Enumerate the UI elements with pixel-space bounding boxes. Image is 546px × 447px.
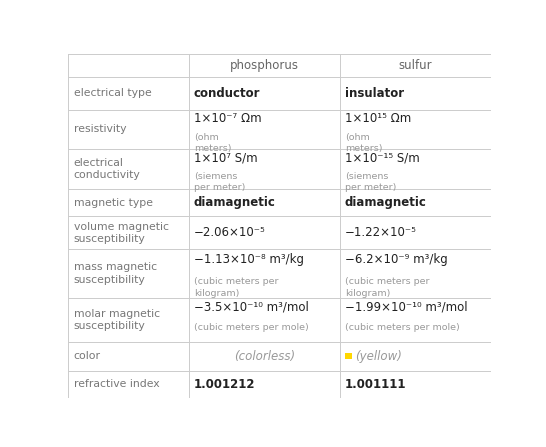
Text: 1×10¹⁵ Ωm: 1×10¹⁵ Ωm xyxy=(345,112,411,125)
Text: −6.2×10⁻⁹ m³/kg: −6.2×10⁻⁹ m³/kg xyxy=(345,253,448,266)
Text: −3.5×10⁻¹⁰ m³/mol: −3.5×10⁻¹⁰ m³/mol xyxy=(194,301,309,314)
Text: phosphorus: phosphorus xyxy=(230,59,299,72)
Text: color: color xyxy=(74,351,101,361)
Text: resistivity: resistivity xyxy=(74,124,126,135)
Text: −2.06×10⁻⁵: −2.06×10⁻⁵ xyxy=(194,226,266,239)
Text: 1.001111: 1.001111 xyxy=(345,378,406,391)
Text: (siemens
per meter): (siemens per meter) xyxy=(345,172,396,192)
Text: diamagnetic: diamagnetic xyxy=(345,196,427,209)
Text: mass magnetic
susceptibility: mass magnetic susceptibility xyxy=(74,262,157,285)
Text: (cubic meters per mole): (cubic meters per mole) xyxy=(194,323,308,333)
Text: insulator: insulator xyxy=(345,87,404,100)
Text: (cubic meters per
kilogram): (cubic meters per kilogram) xyxy=(194,278,278,298)
Text: 1.001212: 1.001212 xyxy=(194,378,256,391)
Text: volume magnetic
susceptibility: volume magnetic susceptibility xyxy=(74,222,169,244)
Text: −1.22×10⁻⁵: −1.22×10⁻⁵ xyxy=(345,226,417,239)
Text: (cubic meters per
kilogram): (cubic meters per kilogram) xyxy=(345,278,430,298)
Text: diamagnetic: diamagnetic xyxy=(194,196,276,209)
Text: (ohm
meters): (ohm meters) xyxy=(194,133,232,153)
Text: magnetic type: magnetic type xyxy=(74,198,153,207)
Text: 1×10⁻¹⁵ S/m: 1×10⁻¹⁵ S/m xyxy=(345,152,420,164)
FancyBboxPatch shape xyxy=(346,354,352,359)
Text: electrical
conductivity: electrical conductivity xyxy=(74,158,140,180)
Text: (ohm
meters): (ohm meters) xyxy=(345,133,383,153)
Text: electrical type: electrical type xyxy=(74,88,151,98)
Text: −1.99×10⁻¹⁰ m³/mol: −1.99×10⁻¹⁰ m³/mol xyxy=(345,301,467,314)
Text: molar magnetic
susceptibility: molar magnetic susceptibility xyxy=(74,308,160,331)
Text: −1.13×10⁻⁸ m³/kg: −1.13×10⁻⁸ m³/kg xyxy=(194,253,304,266)
Text: (yellow): (yellow) xyxy=(355,350,402,363)
Text: sulfur: sulfur xyxy=(399,59,432,72)
Text: (colorless): (colorless) xyxy=(234,350,295,363)
Text: 1×10⁷ S/m: 1×10⁷ S/m xyxy=(194,152,258,164)
Text: refractive index: refractive index xyxy=(74,379,159,389)
Text: (cubic meters per mole): (cubic meters per mole) xyxy=(345,323,460,333)
Text: (siemens
per meter): (siemens per meter) xyxy=(194,172,245,192)
Text: conductor: conductor xyxy=(194,87,260,100)
Text: 1×10⁻⁷ Ωm: 1×10⁻⁷ Ωm xyxy=(194,112,262,125)
